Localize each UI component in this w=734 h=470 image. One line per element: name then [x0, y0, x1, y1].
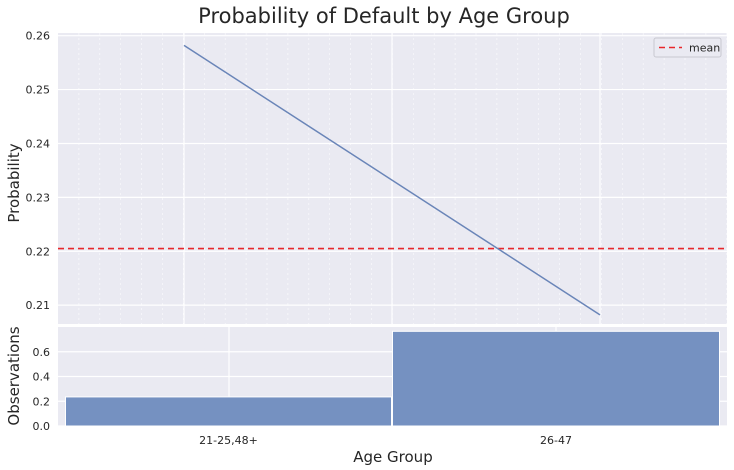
legend-mean-label: mean	[689, 42, 720, 55]
bar-2	[392, 330, 720, 427]
top-y-tick-label: 0.23	[26, 191, 51, 204]
top-y-axis-label: Probability	[5, 143, 23, 222]
legend: mean	[653, 37, 722, 58]
top-y-tick-label: 0.22	[26, 245, 51, 258]
bottom-panel: 0.0 0.2 0.4 0.6 21-25,48+ 26-47 Observations…	[5, 326, 727, 466]
bottom-y-tick-label: 0.0	[33, 420, 51, 433]
bar-1	[65, 396, 392, 427]
x-ticks: 21-25,48+ 26-47	[199, 434, 572, 447]
top-y-tick-label: 0.21	[26, 299, 51, 312]
bottom-y-tick-label: 0.4	[33, 371, 51, 384]
chart-title: Probability of Default by Age Group	[198, 4, 570, 28]
bottom-y-tick-label: 0.6	[33, 346, 51, 359]
bottom-y-tick-label: 0.2	[33, 395, 51, 408]
bars	[65, 330, 720, 427]
top-y-tick-label: 0.24	[26, 137, 51, 150]
top-grid	[58, 33, 728, 324]
legend-box	[653, 37, 722, 58]
x-axis-label: Age Group	[353, 448, 432, 466]
probability-line	[183, 44, 601, 316]
x-tick-label: 21-25,48+	[199, 434, 258, 447]
top-y-tick-label: 0.26	[26, 30, 51, 43]
x-tick-label: 26-47	[540, 434, 572, 447]
bottom-y-ticks: 0.0 0.2 0.4 0.6	[33, 346, 51, 433]
top-y-tick-label: 0.25	[26, 84, 51, 97]
top-y-ticks: 0.21 0.22 0.23 0.24 0.25 0.26	[26, 30, 51, 312]
bottom-y-axis-label: Observations	[5, 326, 23, 425]
top-panel: 0.21 0.22 0.23 0.24 0.25 0.26 mean Probabilit…	[5, 30, 728, 324]
